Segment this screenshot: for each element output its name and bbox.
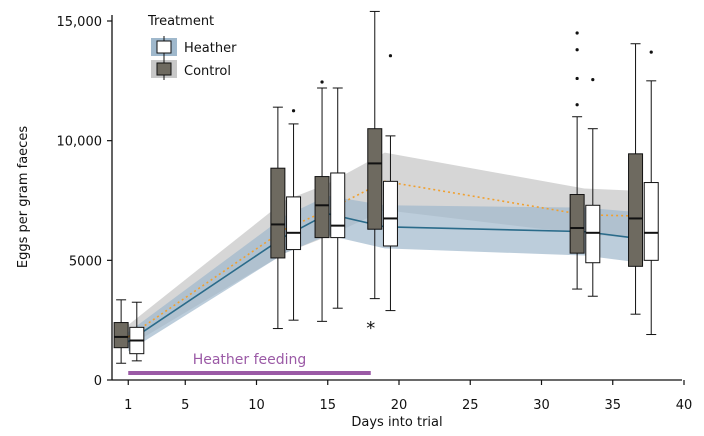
box-heather <box>643 50 659 336</box>
x-tick-label: 5 <box>181 398 189 413</box>
box-iqr <box>113 322 129 349</box>
x-tick-label: 30 <box>533 398 550 413</box>
outlier-point <box>320 80 324 84</box>
outlier-point <box>291 109 296 113</box>
legend-heather-label: Heather <box>184 41 237 56</box>
x-axis: 1 5 10 15 20 25 30 35 40 <box>112 379 693 413</box>
x-tick-label: 20 <box>391 398 408 413</box>
y-axis: 0 5000 10,000 15,000 <box>57 15 113 389</box>
box-heather <box>585 78 601 297</box>
box-heather <box>330 87 346 309</box>
legend-control-label: Control <box>184 64 231 79</box>
box-control <box>628 43 644 315</box>
outlier-point <box>575 31 579 35</box>
box-iqr <box>643 182 659 261</box>
box-iqr <box>367 128 383 230</box>
box-iqr <box>286 196 302 251</box>
box-iqr <box>585 204 601 264</box>
band-layer <box>128 152 642 352</box>
box-iqr <box>330 172 346 239</box>
legend: Treatment Heather Control <box>147 14 237 80</box>
y-tick-label: 0 <box>94 374 102 389</box>
confidence-band-control <box>128 152 642 347</box>
plot-area <box>113 10 659 364</box>
y-tick-label: 15,000 <box>57 15 103 30</box>
outlier-point <box>388 54 393 58</box>
box-iqr <box>382 180 398 247</box>
confidence-band-heather <box>128 195 642 352</box>
y-tick-label: 5000 <box>69 254 102 269</box>
x-tick-label: 15 <box>319 398 336 413</box>
box-control <box>270 106 286 330</box>
box-control <box>569 31 585 290</box>
outlier-point <box>575 48 579 52</box>
x-tick-label: 25 <box>462 398 479 413</box>
box-iqr <box>314 176 330 239</box>
outlier-point <box>575 76 579 81</box>
box-layer <box>113 10 659 364</box>
box-heather <box>382 54 398 312</box>
box-heather <box>129 301 145 362</box>
feeding-range-label: Heather feeding <box>193 352 307 368</box>
legend-title: Treatment <box>147 14 214 29</box>
legend-heather-swatch <box>156 40 172 54</box>
box-iqr <box>569 194 585 254</box>
legend-control-swatch <box>156 62 172 76</box>
legend-item-heather: Heather <box>151 36 237 58</box>
x-tick-label: 35 <box>604 398 621 413</box>
outlier-point <box>575 103 579 107</box>
y-axis-title: Eggs per gram faeces <box>16 126 31 268</box>
feeding-annotation: Heather feeding <box>128 352 371 375</box>
x-tick-label: 10 <box>248 398 265 413</box>
box-control <box>314 80 330 322</box>
box-iqr <box>628 153 644 267</box>
legend-item-control: Control <box>151 58 231 80</box>
box-iqr <box>270 167 286 259</box>
outlier-point <box>649 50 653 54</box>
y-tick-label: 10,000 <box>57 135 103 150</box>
outlier-point <box>591 78 595 82</box>
significance-marker: * <box>366 318 375 339</box>
x-tick-label: 40 <box>676 398 693 413</box>
x-axis-title: Days into trial <box>351 415 442 430</box>
x-tick-label: 1 <box>124 398 132 413</box>
box-control <box>367 10 383 300</box>
box-control <box>113 299 129 364</box>
box-heather <box>286 109 302 321</box>
